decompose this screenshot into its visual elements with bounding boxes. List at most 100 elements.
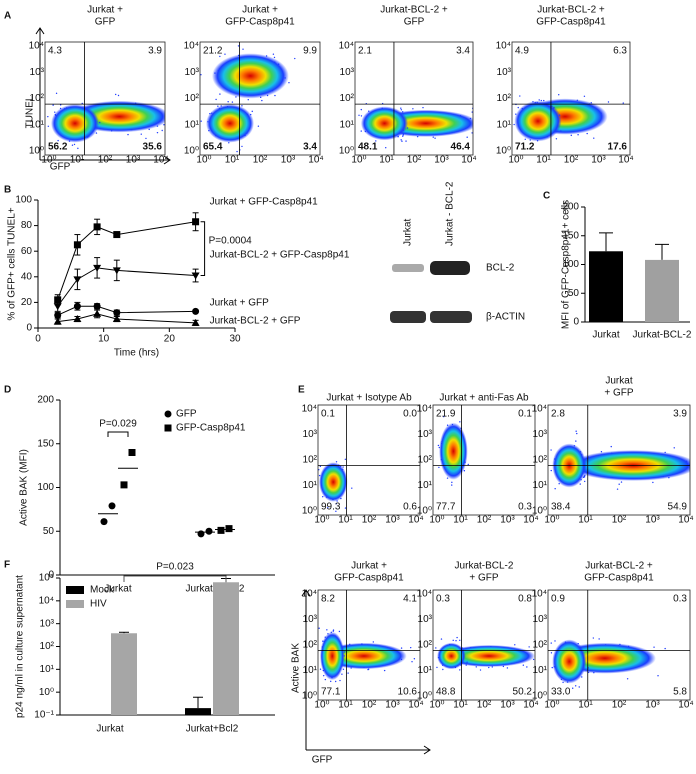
- event-dot: [55, 92, 58, 95]
- quadrant-value: 17.6: [608, 142, 628, 153]
- flow-plot: [200, 45, 296, 153]
- series-label: Jurkat + GFP-Casp8p41: [210, 197, 319, 208]
- event-dot: [467, 463, 469, 466]
- quadrant-value: 77.1: [321, 687, 341, 698]
- flow-tick-label: 10⁰: [508, 155, 523, 166]
- event-dot: [620, 481, 623, 483]
- plot-title: Jurkat +: [87, 5, 123, 16]
- flow-tick-label: 10⁴: [532, 589, 547, 600]
- flow-tick-label: 10⁰: [417, 506, 432, 517]
- marker: [73, 276, 82, 284]
- event-dot: [443, 415, 445, 418]
- flow-tick-label: 10⁰: [496, 146, 511, 157]
- plot-title: Jurkat-BCL-2 +: [380, 5, 448, 16]
- bar: [213, 582, 239, 715]
- event-dot: [215, 98, 217, 101]
- quadrant-value: 0.3: [518, 502, 532, 513]
- marker: [217, 526, 225, 534]
- event-dot: [475, 666, 477, 668]
- density-blob: [206, 104, 254, 143]
- plot-title: Jurkat +: [242, 5, 278, 16]
- plot-frame: [317, 589, 421, 701]
- event-dot: [593, 137, 595, 139]
- bracket: [123, 575, 227, 582]
- plot-title: Jurkat-BCL-2: [455, 561, 514, 572]
- event-dot: [77, 147, 79, 150]
- event-dot: [664, 647, 666, 650]
- event-dot: [459, 639, 461, 642]
- flow-tick-label: 10⁰: [429, 700, 444, 711]
- event-dot: [526, 666, 528, 668]
- flow-tick-label: 10⁰: [417, 691, 432, 702]
- panel-label: D: [4, 385, 11, 396]
- flow-tick-label: 10⁰: [314, 700, 329, 711]
- density-blob: [437, 642, 466, 670]
- quadrant-value: 56.2: [48, 142, 68, 153]
- marker: [93, 309, 102, 317]
- event-dot: [551, 666, 553, 669]
- event-dot: [579, 483, 581, 485]
- event-dot: [538, 99, 540, 101]
- event-dot: [692, 479, 693, 480]
- marker: [192, 218, 200, 226]
- event-dot: [451, 481, 453, 484]
- quadrant-value: 0.1: [518, 409, 532, 420]
- flow-tick-label: 10³: [303, 429, 318, 440]
- series-line: [57, 221, 196, 301]
- flow-tick-label: 10¹: [578, 700, 593, 711]
- flow-tick-label: 10²: [612, 700, 627, 711]
- event-dot: [532, 658, 535, 661]
- event-dot: [576, 432, 578, 435]
- plot-title: GFP-Casp8p41: [225, 17, 295, 28]
- event-dot: [400, 109, 403, 111]
- event-dot: [400, 107, 402, 109]
- event-dot: [322, 496, 324, 498]
- event-dot: [52, 104, 54, 106]
- event-dot: [360, 115, 363, 117]
- event-dot: [251, 110, 253, 113]
- flow-tick-label: 10³: [434, 155, 449, 166]
- marker: [113, 309, 121, 317]
- bar: [111, 633, 137, 715]
- plot-title: GFP-Casp8p41: [536, 17, 606, 28]
- flow-plot: [318, 627, 416, 683]
- quadrant-value: 4.9: [515, 46, 529, 57]
- event-dot: [554, 640, 556, 642]
- event-dot: [550, 469, 552, 472]
- event-dot: [554, 488, 556, 490]
- flow-plot: [358, 102, 473, 149]
- flow-tick-label: 10²: [418, 455, 433, 466]
- event-dot: [372, 641, 375, 643]
- event-dot: [572, 687, 574, 689]
- density-blob: [212, 53, 289, 99]
- event-dot: [402, 135, 404, 137]
- event-dot: [95, 132, 98, 134]
- plot-frame: [44, 41, 166, 156]
- event-dot: [410, 646, 412, 649]
- panel-label: E: [298, 385, 305, 396]
- event-dot: [358, 114, 360, 116]
- marker: [53, 317, 62, 325]
- marker: [191, 318, 200, 326]
- event-dot: [237, 45, 240, 47]
- density-blob: [514, 100, 562, 142]
- event-dot: [586, 132, 588, 135]
- plot-frame: [432, 589, 536, 701]
- plot-title: Jurkat: [605, 376, 632, 387]
- event-dot: [577, 134, 579, 136]
- y-tick-label: 150: [562, 230, 579, 241]
- quadrant-value: 77.7: [436, 502, 456, 513]
- event-dot: [319, 465, 322, 468]
- marker: [100, 518, 108, 526]
- flow-tick-label: 10⁰: [29, 146, 44, 157]
- series-label: Jurkat-BCL-2 + GFP: [210, 316, 301, 327]
- flow-tick-label: 10¹: [533, 480, 548, 491]
- event-dot: [479, 669, 482, 671]
- flow-tick-label: 10²: [533, 640, 548, 651]
- event-dot: [622, 102, 624, 104]
- x-tick-label: Jurkat: [592, 330, 619, 341]
- quadrant-value: 6.3: [613, 46, 627, 57]
- flow-tick-label: 10⁴: [678, 515, 693, 526]
- panel-label: B: [4, 185, 11, 196]
- event-dot: [217, 105, 219, 107]
